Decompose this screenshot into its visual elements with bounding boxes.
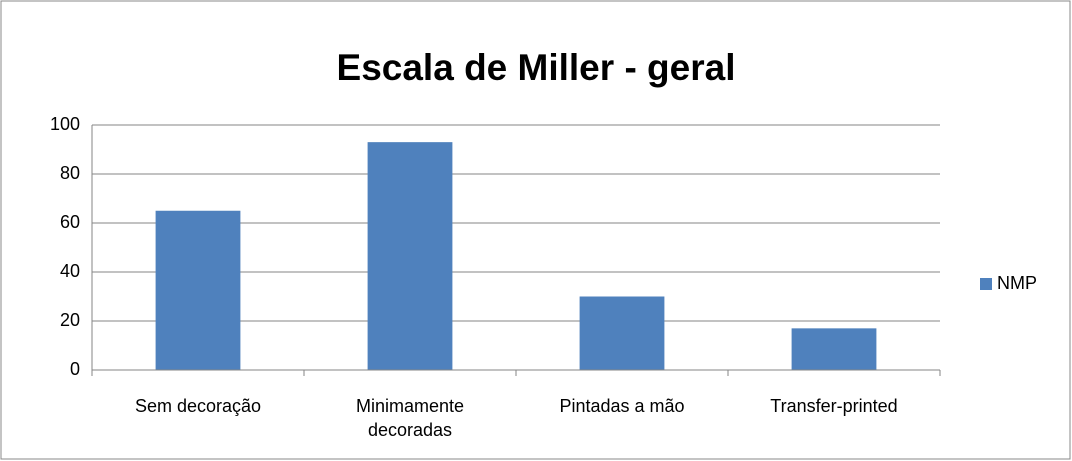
legend-swatch	[980, 278, 992, 290]
legend-label: NMP	[997, 273, 1037, 293]
y-tick-label: 20	[60, 310, 80, 330]
chart-title: Escala de Miller - geral	[337, 47, 736, 88]
x-tick-label: Transfer-printed	[770, 396, 898, 416]
y-tick-label: 0	[70, 359, 80, 379]
y-tick-label: 80	[60, 163, 80, 183]
y-tick-label: 60	[60, 212, 80, 232]
x-tick-label: Pintadas a mão	[559, 396, 685, 416]
bar	[579, 296, 665, 370]
y-tick-label: 40	[60, 261, 80, 281]
x-tick-label: Minimamente decoradas	[355, 396, 465, 440]
x-tick-label: Sem decoração	[134, 396, 262, 416]
bar	[791, 328, 877, 370]
bar	[367, 142, 453, 370]
y-tick-label: 100	[50, 114, 80, 134]
bar	[155, 210, 241, 370]
